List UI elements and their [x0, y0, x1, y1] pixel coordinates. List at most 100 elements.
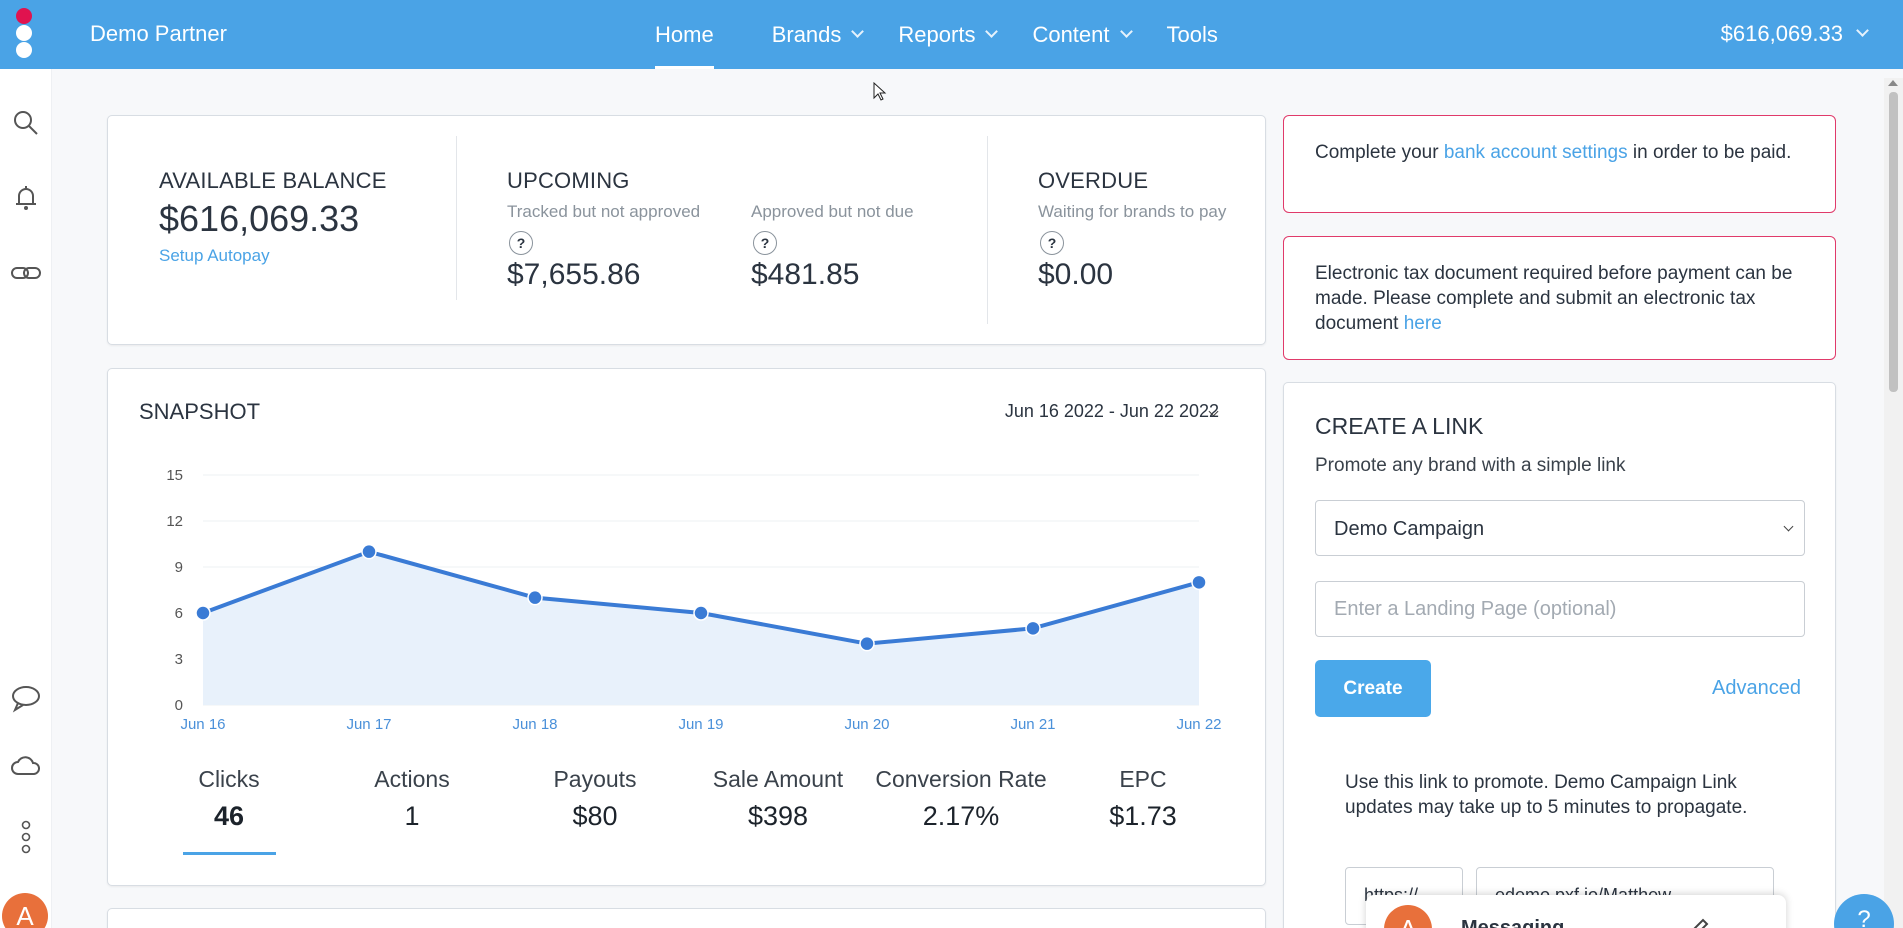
nav-label: Reports [898, 21, 976, 47]
nav-tools[interactable]: Tools [1167, 0, 1218, 69]
x-tick-label: Jun 20 [844, 716, 889, 733]
available-balance-value: $616,069.33 [159, 198, 360, 239]
balances-card: AVAILABLE BALANCE $616,069.33 Setup Auto… [107, 115, 1266, 345]
chart-area-fill [203, 551, 1199, 705]
metric-value: 1 [404, 801, 420, 831]
user-avatar[interactable]: A [2, 893, 48, 928]
metric-value: $1.73 [1109, 801, 1177, 831]
metric-label: Sale Amount [712, 766, 844, 792]
chart-points [195, 543, 1207, 652]
y-tick-label: 12 [166, 513, 183, 530]
logo-dot [16, 8, 32, 24]
create-link-title: CREATE A LINK [1315, 413, 1484, 439]
data-point [195, 605, 211, 621]
metric-label: Actions [374, 766, 450, 792]
metric-clicks[interactable]: Clicks 46 [139, 766, 319, 832]
messaging-title: Messaging [1461, 917, 1565, 928]
metric-value: 46 [213, 801, 245, 831]
tracked-sub: Tracked but not approved [507, 202, 701, 221]
bell-icon[interactable] [10, 181, 42, 213]
pencil-icon[interactable] [1688, 917, 1710, 928]
metric-payouts[interactable]: Payouts $80 [505, 766, 685, 832]
help-icon[interactable]: ? [1040, 231, 1064, 255]
search-icon[interactable] [10, 107, 42, 139]
x-tick-label: Jun 19 [678, 716, 723, 733]
metric-label: Clicks [198, 766, 260, 792]
alert-text: in order to be paid. [1627, 142, 1792, 163]
help-icon[interactable]: ? [509, 231, 533, 255]
link-info-text: Use this link to promote. Demo Campaign … [1345, 772, 1748, 818]
bank-settings-link[interactable]: bank account settings [1443, 142, 1628, 163]
nav-home[interactable]: Home [655, 0, 714, 69]
tax-alert: Electronic tax document required before … [1283, 236, 1836, 360]
left-sidebar [0, 69, 52, 928]
metric-epc[interactable]: EPC $1.73 [1053, 766, 1233, 832]
logo[interactable] [14, 8, 34, 58]
chevron-down-icon [851, 25, 865, 38]
chevron-down-icon [1119, 25, 1133, 38]
scrollbar-thumb[interactable] [1889, 92, 1898, 392]
upcoming-label: UPCOMING [507, 168, 630, 193]
overdue-value: $0.00 [1038, 258, 1114, 291]
chevron-down-icon [985, 25, 999, 38]
header-balance[interactable]: $616,069.33 [1720, 21, 1843, 46]
more-icon[interactable] [10, 819, 42, 854]
nav-label: Tools [1166, 21, 1218, 47]
data-point [693, 605, 709, 621]
overdue-sub: Waiting for brands to pay [1038, 202, 1227, 221]
metric-value: $398 [747, 801, 809, 831]
tracked-value: $7,655.86 [507, 258, 641, 291]
alert-text: Electronic tax document required before … [1315, 263, 1793, 334]
divider [987, 136, 988, 324]
approved-value: $481.85 [751, 258, 860, 291]
create-button[interactable]: Create [1315, 660, 1431, 717]
alert-text: Complete your [1315, 142, 1444, 163]
active-metric-indicator [183, 852, 276, 855]
data-point [1191, 574, 1207, 591]
data-point [859, 635, 875, 652]
metric-sale-amount[interactable]: Sale Amount $398 [688, 766, 868, 832]
create-link-subtitle: Promote any brand with a simple link [1315, 455, 1626, 476]
nav-label: Brands [771, 21, 842, 47]
chart-y-ticks: 0 3 6 9 12 15 [166, 467, 183, 714]
mouse-cursor-icon [873, 81, 887, 107]
date-range-text: Jun 16 2022 - Jun 22 2022 [1004, 401, 1219, 421]
nav-content[interactable]: Content [1032, 0, 1133, 69]
metric-value: 2.17% [922, 801, 1000, 831]
data-point [361, 543, 377, 560]
divider [456, 136, 457, 300]
x-tick-label: Jun 18 [512, 716, 557, 733]
bank-alert: Complete your bank account settings in o… [1283, 115, 1836, 213]
campaign-select[interactable]: Demo Campaign [1315, 500, 1805, 556]
nav-brands[interactable]: Brands [771, 0, 865, 69]
scrollbar[interactable] [1884, 78, 1903, 928]
top-navbar: Demo Partner Home Brands Reports Content… [0, 0, 1903, 69]
metric-actions[interactable]: Actions 1 [322, 766, 502, 832]
setup-autopay-link[interactable]: Setup Autopay [159, 246, 270, 265]
x-tick-label: Jun 17 [346, 716, 391, 733]
metric-value: $80 [572, 801, 618, 831]
scroll-up-arrow-icon[interactable] [1888, 80, 1898, 86]
y-tick-label: 6 [175, 605, 183, 622]
chevron-down-icon [1783, 521, 1794, 532]
messaging-avatar: A [1384, 905, 1432, 928]
advanced-link[interactable]: Advanced [1712, 677, 1801, 699]
metric-conversion-rate[interactable]: Conversion Rate 2.17% [871, 766, 1051, 832]
landing-page-input[interactable] [1315, 581, 1805, 637]
chevron-down-icon[interactable] [1856, 24, 1869, 37]
available-balance-label: AVAILABLE BALANCE [159, 168, 387, 193]
nav-label: Content [1032, 21, 1110, 47]
metric-label: Payouts [553, 766, 637, 792]
messaging-widget[interactable]: A Messaging ⋯ [1366, 895, 1786, 928]
cloud-icon[interactable] [10, 750, 42, 782]
overdue-label: OVERDUE [1038, 168, 1149, 193]
tax-document-link[interactable]: here [1403, 313, 1442, 334]
nav-reports[interactable]: Reports [898, 0, 999, 69]
help-icon[interactable]: ? [753, 231, 777, 255]
y-tick-label: 15 [166, 467, 183, 484]
link-icon[interactable] [10, 257, 42, 289]
date-range-picker[interactable]: Jun 16 2022 - Jun 22 2022 [1005, 401, 1219, 422]
chat-icon[interactable] [10, 682, 42, 714]
create-link-card: CREATE A LINK Promote any brand with a s… [1283, 382, 1836, 928]
